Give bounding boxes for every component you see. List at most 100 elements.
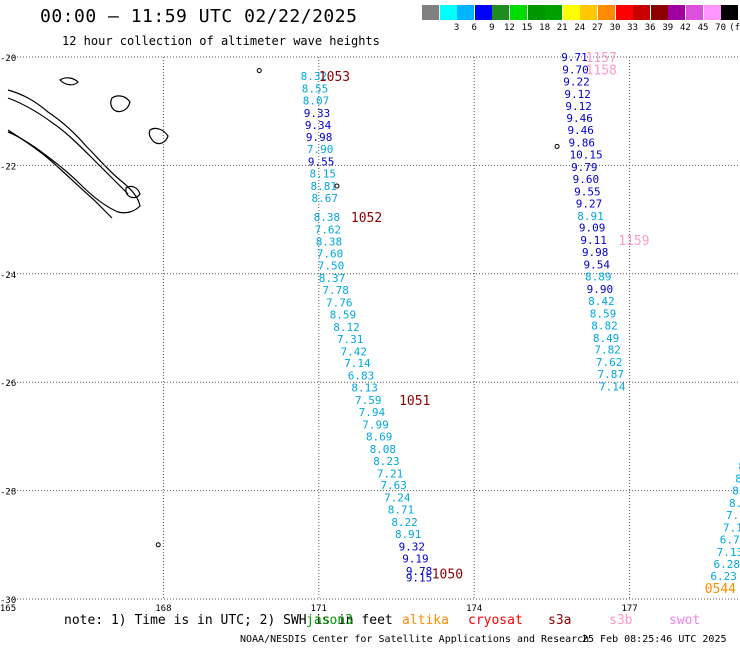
- wave-height-value: 9.09: [579, 222, 606, 235]
- wave-height-value: 7.21: [377, 467, 404, 480]
- legend-swatch: [527, 5, 545, 20]
- wave-height-value: 9.12: [565, 100, 592, 113]
- map-title: 00:00 – 11:59 UTC 02/22/2025: [40, 6, 358, 27]
- wave-height-value: 7.78: [322, 284, 349, 297]
- wave-height-value: 8.12: [333, 321, 360, 334]
- legend-swatch: [633, 5, 651, 20]
- orbit-number-label: 1158: [586, 63, 617, 78]
- wave-height-value: 9.98: [582, 246, 609, 259]
- loyalty-island-mare: [125, 185, 141, 199]
- wave-height-value: 8.91: [577, 210, 604, 223]
- wave-height-value: 9.27: [576, 197, 603, 210]
- wave-height-value: 8.37: [319, 272, 346, 285]
- wave-height-value: 7.60: [317, 248, 344, 261]
- satellite-legend-item: s3a: [548, 613, 572, 628]
- latitude-tick-label: -26: [0, 379, 16, 389]
- wave-height-value: 9.78: [406, 565, 433, 578]
- wave-height-value: 9.54: [583, 259, 610, 272]
- legend-label: 9: [489, 23, 495, 33]
- wave-height-value: 8.71: [388, 504, 415, 517]
- wave-height-value: 7.42: [341, 345, 368, 358]
- latitude-tick-label: -22: [0, 162, 16, 172]
- legend-swatch: [510, 5, 527, 20]
- wave-height-value: 8.22: [391, 516, 418, 529]
- wave-height-value: 10.15: [570, 149, 603, 162]
- legend-swatch: [650, 5, 668, 20]
- altimeter-tracks: 8.328.558.079.339.349.987.909.558.158.81…: [301, 51, 740, 597]
- wave-height-value: 9.33: [304, 107, 331, 120]
- units-note: note: 1) Time is in UTC; 2) SWH is in fe…: [64, 613, 393, 628]
- generated-timestamp: 25 Feb 08:25:46 UTC 2025: [582, 634, 727, 645]
- loyalty-island-ouvea: [110, 95, 131, 113]
- wave-height-value: 7.50: [318, 260, 345, 273]
- coastline: [7, 77, 169, 219]
- legend-label: 21: [556, 23, 568, 33]
- longitude-tick-label: 168: [155, 604, 171, 614]
- map-subtitle: 12 hour collection of altimeter wave hei…: [62, 34, 380, 48]
- legend-label: (ft): [729, 23, 740, 33]
- orbit-number-label: 0544: [705, 582, 736, 597]
- wave-height-value: 7.63: [380, 479, 407, 492]
- small-islands: [155, 68, 560, 548]
- orbit-number-label: 1159: [618, 234, 649, 249]
- wave-height-value: 8.23: [373, 455, 400, 468]
- legend-label: 27: [591, 23, 603, 33]
- wave-height-value: 8.32: [301, 70, 328, 83]
- new-caledonia-reef: [7, 97, 129, 195]
- longitude-tick-label: 177: [621, 604, 637, 614]
- wave-height-value: 7.13: [717, 546, 740, 559]
- orbit-number-label: 1052: [351, 211, 382, 226]
- wave-height-value: 9.86: [568, 137, 595, 150]
- wave-height-value: 8.53: [738, 460, 740, 473]
- wave-height-value: 9.34: [305, 119, 332, 132]
- longitude-tick-label: 171: [311, 604, 327, 614]
- wave-height-value: 8.89: [585, 271, 612, 284]
- wave-height-value: 8.15: [309, 168, 336, 181]
- orbit-number-label: 1157: [586, 51, 617, 66]
- legend-swatch: [492, 5, 510, 20]
- island-marker: [256, 68, 262, 74]
- legend-swatch: [668, 5, 686, 20]
- wave-height-value: 8.38: [316, 235, 343, 248]
- wave-height-value: 7.14: [344, 357, 371, 370]
- satellite-legend-item: jason3: [306, 613, 353, 628]
- wave-height-value: 8.48: [732, 485, 740, 498]
- wave-height-value: 8.55: [302, 82, 329, 95]
- legend-swatch: [721, 5, 739, 20]
- latitude-tick-label: -28: [0, 488, 16, 498]
- wave-height-value: 8.67: [312, 192, 339, 205]
- legend-swatch: [686, 5, 703, 20]
- legend-label: 6: [471, 23, 477, 33]
- wave-height-value: 9.55: [574, 185, 601, 198]
- latitude-tick-label: -20: [0, 54, 16, 64]
- wave-height-value: 8.38: [314, 211, 341, 224]
- wave-height-value: 7.62: [315, 223, 342, 236]
- wave-height-value: 7.90: [307, 143, 334, 156]
- wave-height-value: 8.08: [370, 443, 397, 456]
- legend-label: 70: [715, 23, 727, 33]
- wave-height-value: 9.98: [306, 131, 333, 144]
- wave-height-value: 8.38: [729, 497, 740, 510]
- wave-height-value: 7.99: [362, 418, 389, 431]
- orbit-number-label: 1053: [319, 70, 350, 85]
- wave-height-value: 7.18: [726, 509, 740, 522]
- wave-height-value: 6.73: [720, 533, 740, 546]
- legend-swatch: [474, 5, 492, 20]
- legend-label: 45: [697, 23, 709, 33]
- legend-swatch: [439, 5, 457, 20]
- legend-swatch: [615, 5, 633, 20]
- wave-height-value: 9.46: [567, 124, 594, 137]
- wave-height-value: 9.60: [573, 173, 600, 186]
- legend-label: 3: [453, 23, 460, 33]
- wave-height-value: 9.70: [562, 63, 589, 76]
- wave-height-value: 7.31: [337, 333, 364, 346]
- wave-height-value: 8.59: [330, 308, 357, 321]
- satellite-legend-item: altika: [402, 613, 449, 628]
- wave-height-value: 9.46: [566, 112, 593, 125]
- wave-height-value: 8.69: [366, 430, 393, 443]
- credit-line: NOAA/NESDIS Center for Satellite Applica…: [240, 634, 590, 645]
- legend-label: 24: [574, 23, 586, 33]
- legend-swatch: [457, 5, 475, 20]
- wave-height-value: 6.23: [710, 570, 737, 583]
